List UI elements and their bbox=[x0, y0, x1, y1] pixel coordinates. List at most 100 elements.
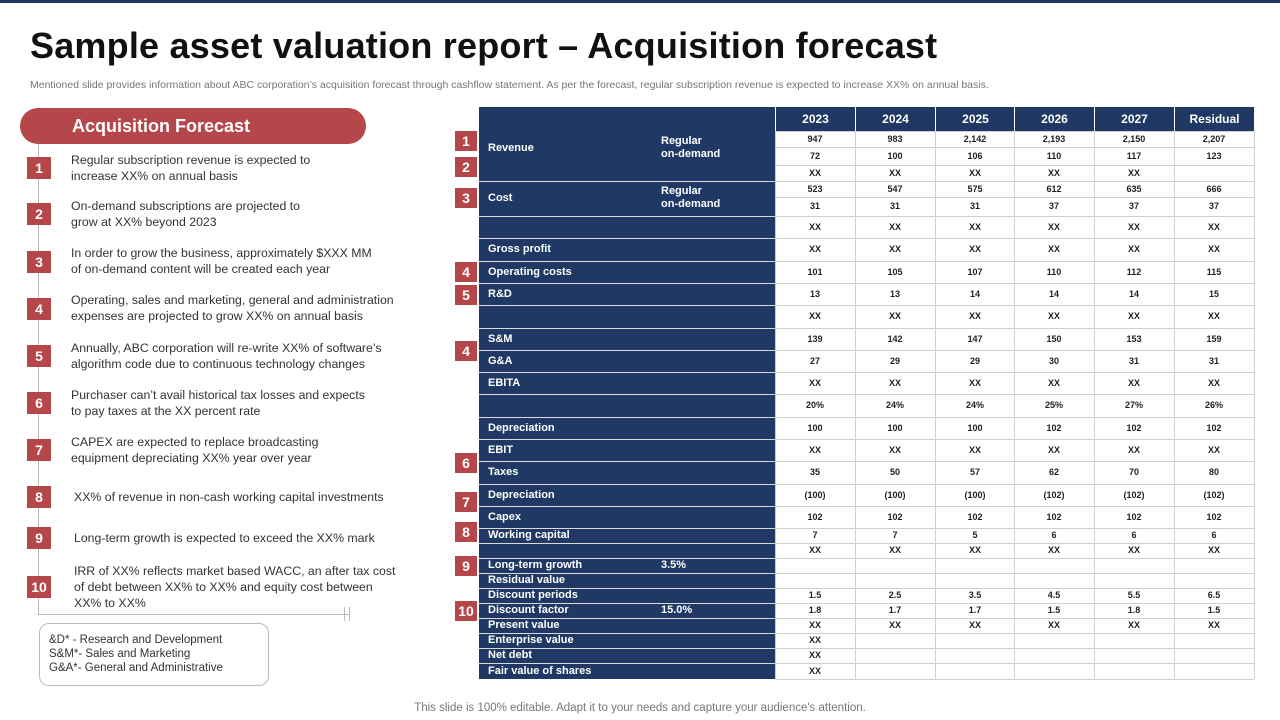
table-cell: XX bbox=[808, 650, 821, 660]
table-cell: 24% bbox=[885, 400, 904, 410]
table-cell: 15 bbox=[1208, 288, 1219, 299]
table-cell: 150 bbox=[1046, 333, 1062, 344]
table-cell: XX bbox=[808, 167, 821, 178]
grid-line bbox=[935, 131, 936, 679]
acquisition-forecast-header: Acquisition Forecast bbox=[20, 108, 366, 144]
table-cell: XX bbox=[1127, 377, 1140, 388]
table-cell: 70 bbox=[1128, 467, 1139, 477]
forecast-number-badge: 2 bbox=[27, 203, 51, 225]
table-cell: XX bbox=[1127, 221, 1140, 232]
table-cell: 6 bbox=[1131, 530, 1137, 540]
table-cell: 7 bbox=[812, 530, 818, 540]
year-header: 2026 bbox=[1014, 107, 1094, 131]
table-cell: 523 bbox=[807, 183, 823, 194]
row-label: Cost bbox=[488, 192, 513, 204]
forecast-item-text: Regular subscription revenue is expected… bbox=[71, 153, 311, 183]
table-cell: 31 bbox=[1208, 355, 1219, 366]
row-sub-label: Regular on-demand bbox=[661, 135, 721, 160]
table-cell: 102 bbox=[1206, 422, 1222, 433]
table-cell: XX bbox=[808, 377, 821, 388]
table-cell: 100 bbox=[967, 422, 983, 433]
timeline-line bbox=[38, 144, 39, 614]
table-cell: XX bbox=[1047, 377, 1060, 388]
row-divider bbox=[479, 328, 775, 329]
forecast-number-badge: 4 bbox=[27, 298, 51, 320]
table-cell: 14 bbox=[1128, 288, 1139, 299]
table-cell: 1.7 bbox=[968, 605, 982, 615]
table-cell: 1.7 bbox=[888, 605, 902, 615]
table-cell: XX bbox=[888, 167, 901, 178]
row-label: Discount factor bbox=[488, 604, 569, 616]
forecast-number-badge: 3 bbox=[27, 251, 51, 273]
forecast-number-badge: 6 bbox=[27, 392, 51, 414]
table-cell: 57 bbox=[969, 467, 980, 477]
table-cell: (102) bbox=[1043, 489, 1065, 500]
table-cell: 3.5 bbox=[968, 590, 982, 600]
table-cell: XX bbox=[1207, 311, 1220, 321]
table-cell: 100 bbox=[887, 150, 903, 161]
table-cell: 62 bbox=[1048, 467, 1059, 477]
table-cell: XX bbox=[1047, 167, 1060, 178]
table-cell: XX bbox=[968, 444, 981, 455]
forecast-number-badge: 5 bbox=[27, 345, 51, 367]
table-row-marker: 10 bbox=[455, 601, 477, 621]
table-cell: 153 bbox=[1126, 333, 1142, 344]
table-cell: 37 bbox=[1048, 201, 1059, 211]
table-cell: 102 bbox=[967, 511, 983, 522]
table-cell: 31 bbox=[969, 201, 980, 211]
row-divider bbox=[479, 417, 775, 418]
table-cell: 37 bbox=[1208, 201, 1219, 211]
row-divider bbox=[479, 528, 775, 529]
row-label: Residual value bbox=[488, 574, 566, 586]
row-label: Long-term growth bbox=[488, 559, 583, 571]
row-label-column bbox=[479, 131, 775, 679]
row-label: R&D bbox=[488, 287, 512, 300]
table-cell: XX bbox=[968, 377, 981, 388]
year-header: 2027 bbox=[1094, 107, 1174, 131]
footer-note: This slide is 100% editable. Adapt it to… bbox=[414, 702, 866, 714]
table-cell: 29 bbox=[889, 355, 900, 366]
table-cell: (100) bbox=[804, 489, 826, 500]
table-cell: 110 bbox=[1046, 266, 1062, 277]
table-cell: 123 bbox=[1206, 150, 1222, 161]
row-label: Present value bbox=[488, 619, 560, 631]
year-header: 2025 bbox=[935, 107, 1015, 131]
table-cell: 13 bbox=[889, 288, 900, 299]
table-cell: 7 bbox=[892, 530, 898, 540]
table-cell: 27 bbox=[809, 355, 820, 366]
table-cell: 947 bbox=[807, 133, 823, 144]
table-cell: 102 bbox=[807, 511, 823, 522]
table-cell: 2.5 bbox=[888, 590, 902, 600]
legend-line: &D* - Research and Development bbox=[49, 634, 223, 646]
table-cell: 6 bbox=[1051, 530, 1057, 540]
row-divider bbox=[479, 305, 775, 306]
row-divider bbox=[479, 350, 775, 351]
forecast-item-text: Operating, sales and marketing, general … bbox=[71, 293, 394, 323]
table-cell: (102) bbox=[1123, 489, 1145, 500]
table-cell: 115 bbox=[1206, 266, 1222, 277]
table-cell: XX bbox=[1207, 377, 1220, 388]
forecast-item-text: IRR of XX% reflects market based WACC, a… bbox=[74, 564, 396, 610]
row-divider bbox=[479, 588, 775, 589]
table-cell: XX bbox=[888, 545, 901, 555]
row-divider bbox=[479, 573, 775, 574]
table-cell: 37 bbox=[1128, 201, 1139, 211]
row-label: Operating costs bbox=[488, 265, 572, 278]
row-label: EBITA bbox=[488, 376, 521, 389]
table-cell: 105 bbox=[887, 266, 903, 277]
table-cell: XX bbox=[1127, 244, 1140, 254]
page-subtitle: Mentioned slide provides information abo… bbox=[30, 79, 989, 91]
table-cell: 5.5 bbox=[1127, 590, 1141, 600]
table-cell: XX bbox=[808, 635, 821, 645]
row-label: Depreciation bbox=[488, 421, 555, 434]
table-cell: XX bbox=[1047, 244, 1060, 254]
table-cell: 30 bbox=[1048, 355, 1059, 366]
table-cell: 31 bbox=[809, 201, 820, 211]
table-cell: XX bbox=[888, 377, 901, 388]
table-cell: 635 bbox=[1126, 183, 1142, 194]
row-sub-label: 3.5% bbox=[661, 559, 687, 571]
forecast-item-text: CAPEX are expected to replace broadcasti… bbox=[71, 435, 319, 465]
table-cell: XX bbox=[1047, 620, 1060, 630]
table-cell: 2,142 bbox=[963, 133, 987, 144]
table-cell: 1.8 bbox=[1127, 605, 1141, 615]
